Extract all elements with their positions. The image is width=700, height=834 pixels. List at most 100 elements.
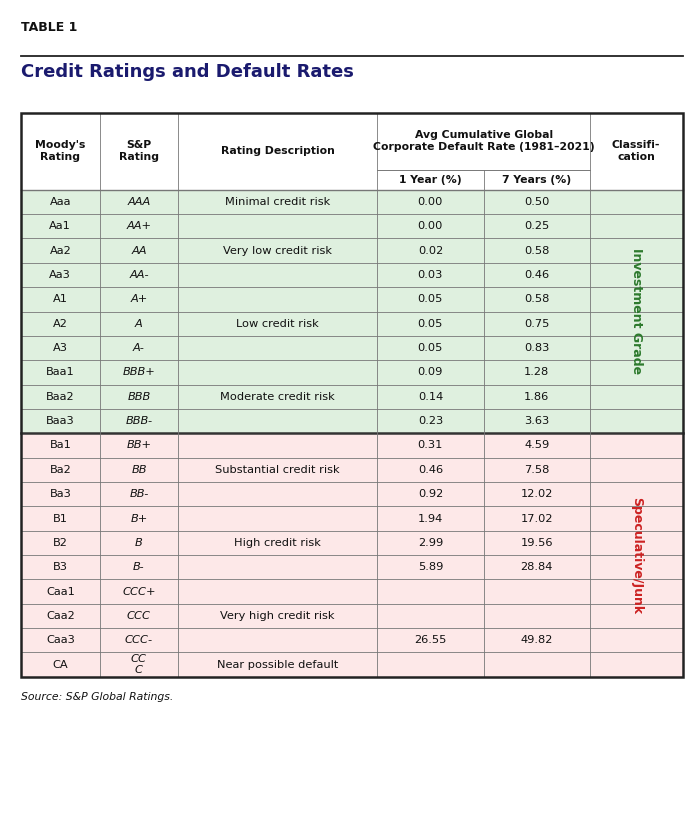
Text: CC
C: CC C (131, 654, 147, 676)
Text: 7 Years (%): 7 Years (%) (502, 175, 571, 185)
Bar (21, 312, 682, 336)
Bar (21, 190, 682, 214)
Text: S&P
Rating: S&P Rating (119, 140, 159, 162)
Bar (21, 113, 682, 677)
Text: Baa3: Baa3 (46, 416, 75, 426)
Text: 0.00: 0.00 (418, 221, 443, 231)
Bar (21, 360, 682, 384)
Text: A1: A1 (52, 294, 68, 304)
Text: 0.23: 0.23 (418, 416, 443, 426)
Text: 0.03: 0.03 (418, 270, 443, 280)
Text: B: B (135, 538, 143, 548)
Text: Baa2: Baa2 (46, 392, 75, 402)
Text: A-: A- (133, 343, 145, 353)
Text: 0.00: 0.00 (418, 197, 443, 207)
Text: 0.75: 0.75 (524, 319, 550, 329)
Text: A3: A3 (52, 343, 68, 353)
Text: Ba2: Ba2 (50, 465, 71, 475)
Text: Very high credit risk: Very high credit risk (220, 611, 335, 621)
Text: 0.05: 0.05 (418, 294, 443, 304)
Text: Caa1: Caa1 (46, 586, 75, 596)
Text: 0.02: 0.02 (418, 246, 443, 256)
Text: 0.46: 0.46 (418, 465, 443, 475)
Text: Near possible default: Near possible default (217, 660, 338, 670)
Text: AA-: AA- (129, 270, 149, 280)
Text: Investment Grade: Investment Grade (630, 249, 643, 374)
Bar (21, 336, 682, 360)
Text: Speculative/Junk: Speculative/Junk (630, 496, 643, 614)
Text: Source: S&P Global Ratings.: Source: S&P Global Ratings. (21, 692, 174, 702)
Text: Caa3: Caa3 (46, 636, 75, 646)
Text: Moody's
Rating: Moody's Rating (35, 140, 85, 162)
Text: 0.50: 0.50 (524, 197, 550, 207)
Bar (21, 482, 682, 506)
Bar (21, 239, 682, 263)
Text: 1.28: 1.28 (524, 368, 550, 378)
Text: 0.14: 0.14 (418, 392, 443, 402)
Text: 7.58: 7.58 (524, 465, 550, 475)
Text: 17.02: 17.02 (521, 514, 553, 524)
Text: Rating Description: Rating Description (220, 146, 335, 156)
Text: 28.84: 28.84 (521, 562, 553, 572)
Text: B+: B+ (130, 514, 148, 524)
Text: AA: AA (131, 246, 147, 256)
Bar (21, 409, 682, 434)
Text: 49.82: 49.82 (521, 636, 553, 646)
Bar (21, 214, 682, 239)
Bar (21, 263, 682, 287)
Text: Credit Ratings and Default Rates: Credit Ratings and Default Rates (21, 63, 354, 81)
Text: 0.31: 0.31 (418, 440, 443, 450)
Bar (21, 384, 682, 409)
Bar (21, 113, 682, 190)
Text: BB+: BB+ (127, 440, 151, 450)
Text: CA: CA (52, 660, 68, 670)
Text: Aa1: Aa1 (50, 221, 71, 231)
Text: TABLE 1: TABLE 1 (21, 21, 78, 34)
Text: 0.05: 0.05 (418, 343, 443, 353)
Text: BB: BB (131, 465, 147, 475)
Text: 4.59: 4.59 (524, 440, 550, 450)
Text: Minimal credit risk: Minimal credit risk (225, 197, 330, 207)
Text: BBB-: BBB- (125, 416, 153, 426)
Text: Aa2: Aa2 (50, 246, 71, 256)
Text: High credit risk: High credit risk (234, 538, 321, 548)
Text: Ba1: Ba1 (50, 440, 71, 450)
Text: 0.09: 0.09 (418, 368, 443, 378)
Text: 0.05: 0.05 (418, 319, 443, 329)
Text: Moderate credit risk: Moderate credit risk (220, 392, 335, 402)
Text: 1.86: 1.86 (524, 392, 550, 402)
Bar (21, 530, 682, 555)
Text: 1 Year (%): 1 Year (%) (399, 175, 462, 185)
Text: AA+: AA+ (127, 221, 151, 231)
Text: 19.56: 19.56 (521, 538, 553, 548)
Text: Avg Cumulative Global
Corporate Default Rate (1981–2021): Avg Cumulative Global Corporate Default … (373, 130, 594, 152)
Text: CCC-: CCC- (125, 636, 153, 646)
Bar (21, 628, 682, 652)
Text: Ba3: Ba3 (50, 490, 71, 500)
Text: 0.25: 0.25 (524, 221, 550, 231)
Bar (21, 434, 682, 458)
Text: 26.55: 26.55 (414, 636, 447, 646)
Text: B1: B1 (52, 514, 68, 524)
Text: A+: A+ (130, 294, 148, 304)
Text: Baa1: Baa1 (46, 368, 75, 378)
Text: Aaa: Aaa (50, 197, 71, 207)
Text: Substantial credit risk: Substantial credit risk (216, 465, 340, 475)
Text: BB-: BB- (130, 490, 148, 500)
Text: 0.83: 0.83 (524, 343, 550, 353)
Text: B2: B2 (53, 538, 68, 548)
Text: CCC+: CCC+ (122, 586, 155, 596)
Text: BBB: BBB (127, 392, 150, 402)
Text: 3.63: 3.63 (524, 416, 550, 426)
Text: Aa3: Aa3 (50, 270, 71, 280)
Text: 0.58: 0.58 (524, 294, 550, 304)
Text: 0.92: 0.92 (418, 490, 443, 500)
Text: 2.99: 2.99 (418, 538, 443, 548)
Bar (21, 604, 682, 628)
Text: B3: B3 (52, 562, 68, 572)
Text: BBB+: BBB+ (122, 368, 155, 378)
Text: CCC: CCC (127, 611, 151, 621)
Bar (21, 458, 682, 482)
Bar (21, 555, 682, 580)
Text: A2: A2 (53, 319, 68, 329)
